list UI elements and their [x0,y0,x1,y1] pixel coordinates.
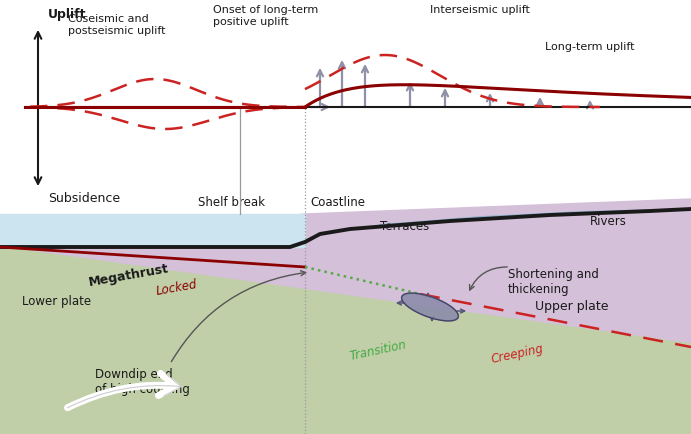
Text: Upper plate: Upper plate [535,299,609,312]
Polygon shape [0,214,305,247]
Ellipse shape [401,293,458,321]
Text: Rivers: Rivers [590,214,627,227]
Text: Locked: Locked [155,277,198,297]
FancyArrowPatch shape [68,374,176,408]
FancyArrowPatch shape [68,374,181,408]
Polygon shape [0,200,691,434]
Text: Shelf break: Shelf break [198,196,265,208]
Polygon shape [0,247,691,434]
Text: Coastline: Coastline [310,196,365,208]
Text: Uplift: Uplift [48,8,86,21]
Text: Long-term uplift: Long-term uplift [545,42,634,52]
Text: Megathrust: Megathrust [88,261,170,288]
Text: Interseismic uplift: Interseismic uplift [430,5,530,15]
Text: Transition: Transition [348,337,407,362]
Text: Lower plate: Lower plate [22,294,91,307]
Text: Coseismic and
postseismic uplift: Coseismic and postseismic uplift [68,14,166,36]
Text: Shortening and
thickening: Shortening and thickening [508,267,599,295]
Text: Terraces: Terraces [380,220,429,233]
Text: Creeping: Creeping [490,341,545,365]
Text: Downdip end
of high coupling: Downdip end of high coupling [95,367,190,395]
Text: Onset of long-term
positive uplift: Onset of long-term positive uplift [213,5,319,26]
Text: Subsidence: Subsidence [48,191,120,204]
